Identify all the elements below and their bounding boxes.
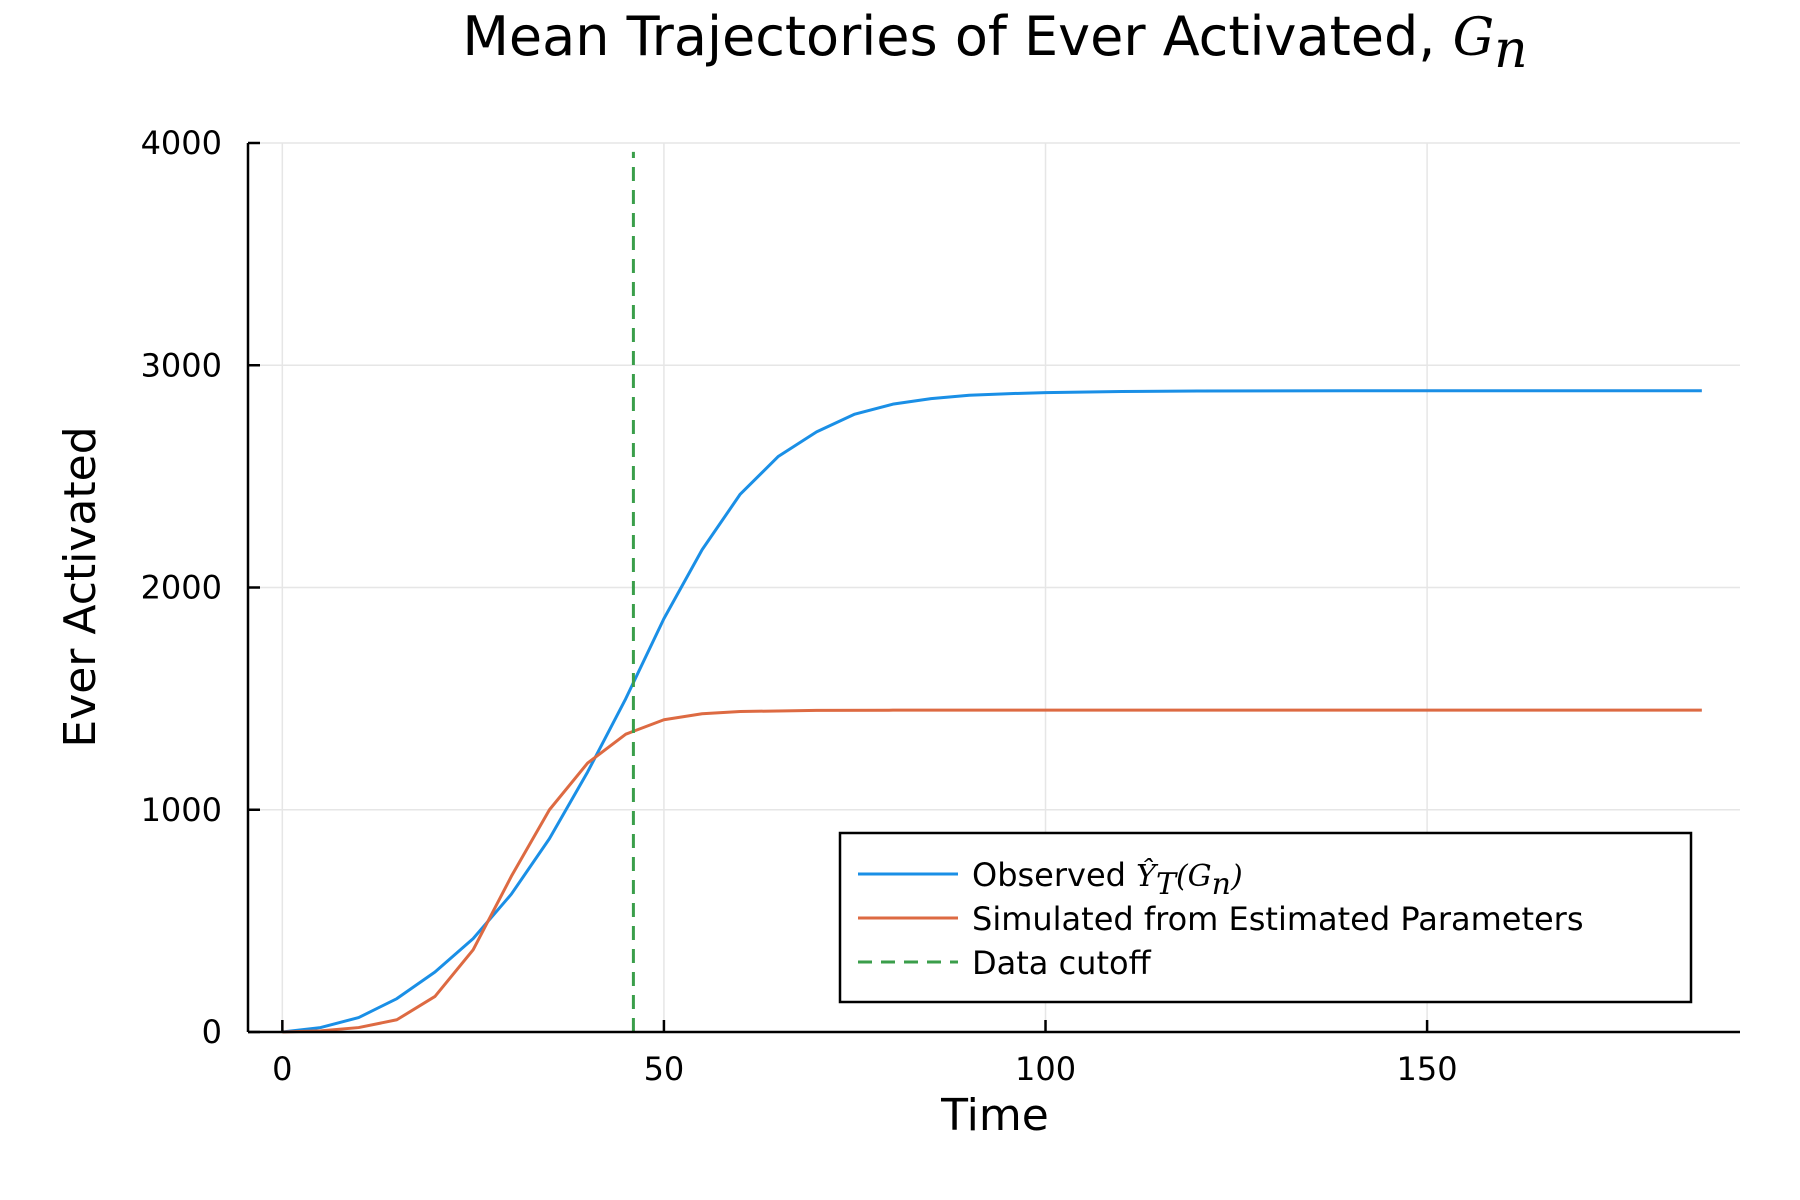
legend: Observed ŶT(Gn) Simulated from Estimated…: [838, 831, 1693, 1004]
series-line-observed: [282, 389, 1702, 1034]
y-tick-label: 0: [202, 1013, 222, 1051]
x-axis-label: Time: [940, 1090, 1049, 1141]
axes-layer: 0 50 100 150 0 1000 2000 3000 4000: [141, 124, 1740, 1088]
x-tick-label: 0: [272, 1050, 292, 1088]
x-tick-label: 150: [1397, 1050, 1458, 1088]
y-tick-label: 1000: [141, 791, 222, 829]
x-tick-label: 100: [1015, 1050, 1076, 1088]
y-tick-label: 4000: [141, 124, 222, 162]
x-tick-label: 50: [644, 1050, 685, 1088]
legend-label-cutoff: Data cutoff: [972, 944, 1152, 982]
y-tick-label: 2000: [141, 569, 222, 607]
legend-box: [838, 831, 1693, 1004]
series-line-simulated: [282, 708, 1702, 1034]
legend-label-simulated: Simulated from Estimated Parameters: [972, 900, 1584, 938]
y-axis-label: Ever Activated: [55, 426, 106, 747]
legend-label-observed: Observed ŶT(Gn): [972, 856, 1243, 902]
chart-title: Mean Trajectories of Ever Activated, Gn: [462, 5, 1527, 80]
series-layer: [282, 151, 1702, 1034]
y-tick-label: 3000: [141, 346, 222, 384]
